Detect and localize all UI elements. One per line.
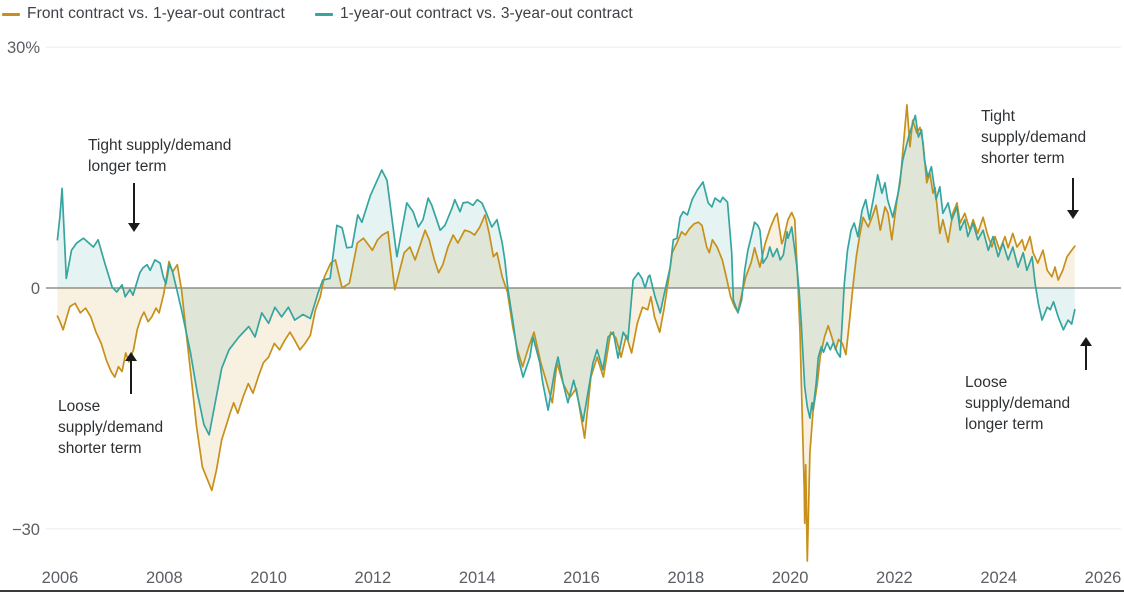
gridlines bbox=[46, 46, 1121, 530]
annotation-line: Loose bbox=[58, 398, 101, 415]
legend-swatch-teal-icon bbox=[314, 12, 333, 16]
x-tick-label: 2022 bbox=[876, 569, 913, 587]
legend-label-1yr-vs-3yr: 1-year-out contract vs. 3-year-out contr… bbox=[339, 5, 633, 22]
legend-item-1yr-vs-3yr: 1-year-out contract vs. 3-year-out contr… bbox=[314, 5, 633, 23]
annotation-line: Loose bbox=[965, 374, 1008, 391]
annotation-line: longer term bbox=[88, 158, 167, 175]
annotation-line: supply/demand bbox=[981, 129, 1087, 146]
legend: Front contract vs. 1-year-out contract 1… bbox=[2, 5, 633, 23]
annotation-line: Tight bbox=[981, 108, 1015, 125]
x-tick-label: 2026 bbox=[1085, 569, 1122, 587]
annotation-line: Tight supply/demand bbox=[88, 137, 232, 154]
annotation-line: shorter term bbox=[981, 150, 1065, 167]
annotation-tight-shorter-term: Tight supply/demand shorter term bbox=[981, 106, 1086, 169]
y-tick-label: −30 bbox=[12, 521, 40, 539]
series-lines bbox=[56, 104, 1076, 562]
annotation-loose-longer-term: Loose supply/demand longer term bbox=[965, 372, 1070, 435]
annotation-line: supply/demand bbox=[58, 419, 164, 436]
series-line-1 bbox=[56, 114, 1076, 436]
annotation-line: longer term bbox=[965, 416, 1044, 433]
annotation-loose-shorter-term: Loose supply/demand shorter term bbox=[58, 396, 163, 459]
x-tick-label: 2020 bbox=[772, 569, 809, 587]
x-tick-label: 2006 bbox=[42, 569, 79, 587]
x-tick-label: 2010 bbox=[250, 569, 287, 587]
series-area-0 bbox=[57, 104, 1075, 562]
legend-label-front-vs-1yr: Front contract vs. 1-year-out contract bbox=[27, 5, 285, 22]
x-tick-label: 2018 bbox=[667, 569, 704, 587]
axis-tick-labels: 30% 0 −30 2006 2008 2010 2012 2014 2016 2018 2020 2… bbox=[7, 39, 1121, 587]
annotation-line: supply/demand bbox=[965, 395, 1071, 412]
series-areas bbox=[57, 104, 1075, 562]
y-tick-label: 30% bbox=[7, 39, 40, 57]
x-tick-label: 2008 bbox=[146, 569, 183, 587]
legend-item-front-vs-1yr: Front contract vs. 1-year-out contract bbox=[2, 5, 285, 23]
annotation-line: shorter term bbox=[58, 440, 142, 457]
annotation-tight-longer-term: Tight supply/demand longer term bbox=[88, 135, 231, 177]
y-tick-label: 0 bbox=[31, 280, 40, 298]
x-tick-label: 2014 bbox=[459, 569, 496, 587]
x-tick-label: 2016 bbox=[563, 569, 600, 587]
series-area-1 bbox=[57, 115, 1075, 435]
x-tick-label: 2024 bbox=[980, 569, 1017, 587]
legend-swatch-orange-icon bbox=[2, 12, 20, 16]
x-tick-label: 2012 bbox=[355, 569, 392, 587]
